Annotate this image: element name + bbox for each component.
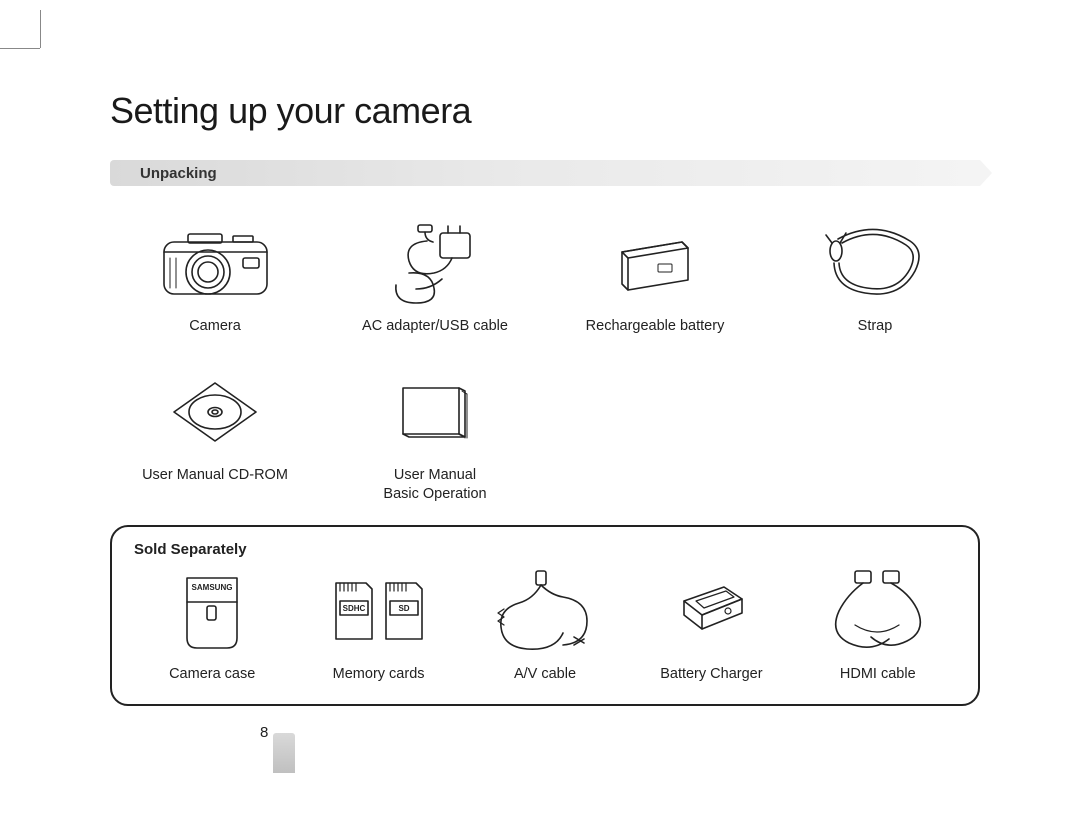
section-heading-bar: Unpacking — [110, 160, 980, 186]
included-items-grid: Camera AC adapter/USB cable — [110, 216, 980, 505]
camera-case-icon: SAMSUNG — [175, 564, 250, 659]
item-label: Battery Charger — [660, 665, 762, 685]
item-label: HDMI cable — [840, 665, 916, 685]
item-cdrom: User Manual CD-ROM — [110, 365, 320, 505]
item-label: Camera — [189, 317, 241, 337]
sold-separately-box: Sold Separately SAMSUNG Camera case — [110, 525, 980, 707]
item-label: User Manual CD-ROM — [142, 466, 288, 486]
item-label: Memory cards — [333, 665, 425, 685]
manual-icon — [395, 365, 475, 460]
svg-text:SD: SD — [398, 604, 409, 613]
hdmi-cable-icon — [825, 564, 930, 659]
item-strap: Strap — [770, 216, 980, 337]
page-number: 8 — [260, 724, 268, 741]
item-manual: User Manual Basic Operation — [330, 365, 540, 505]
page-content: Setting up your camera Unpacking Camera — [110, 90, 980, 706]
item-ac-adapter: AC adapter/USB cable — [330, 216, 540, 337]
page-title: Setting up your camera — [110, 90, 980, 132]
item-memory-cards: SDHC SD Memory cards — [300, 564, 456, 685]
item-label: A/V cable — [514, 665, 576, 685]
svg-text:SAMSUNG: SAMSUNG — [191, 583, 232, 592]
sold-separately-heading: Sold Separately — [134, 541, 956, 558]
item-label: Strap — [858, 317, 893, 337]
item-av-cable: A/V cable — [467, 564, 623, 685]
av-cable-icon — [492, 564, 597, 659]
item-battery-charger: Battery Charger — [633, 564, 789, 685]
battery-icon — [610, 216, 700, 311]
section-heading: Unpacking — [140, 165, 217, 182]
ac-adapter-icon — [380, 216, 490, 311]
strap-icon — [820, 216, 930, 311]
item-label: AC adapter/USB cable — [362, 317, 508, 337]
sold-separately-grid: SAMSUNG Camera case SDHC SD — [134, 564, 956, 685]
item-label: Camera case — [169, 665, 255, 685]
camera-icon — [158, 216, 273, 311]
item-battery: Rechargeable battery — [550, 216, 760, 337]
memory-cards-icon: SDHC SD — [324, 564, 434, 659]
page-number-tab — [273, 733, 295, 773]
item-camera: Camera — [110, 216, 320, 337]
item-hdmi-cable: HDMI cable — [800, 564, 956, 685]
charger-icon — [664, 564, 759, 659]
item-label: Rechargeable battery — [586, 317, 725, 337]
item-label: User Manual Basic Operation — [383, 466, 486, 505]
item-camera-case: SAMSUNG Camera case — [134, 564, 290, 685]
svg-text:SDHC: SDHC — [342, 604, 365, 613]
cd-icon — [168, 365, 263, 460]
